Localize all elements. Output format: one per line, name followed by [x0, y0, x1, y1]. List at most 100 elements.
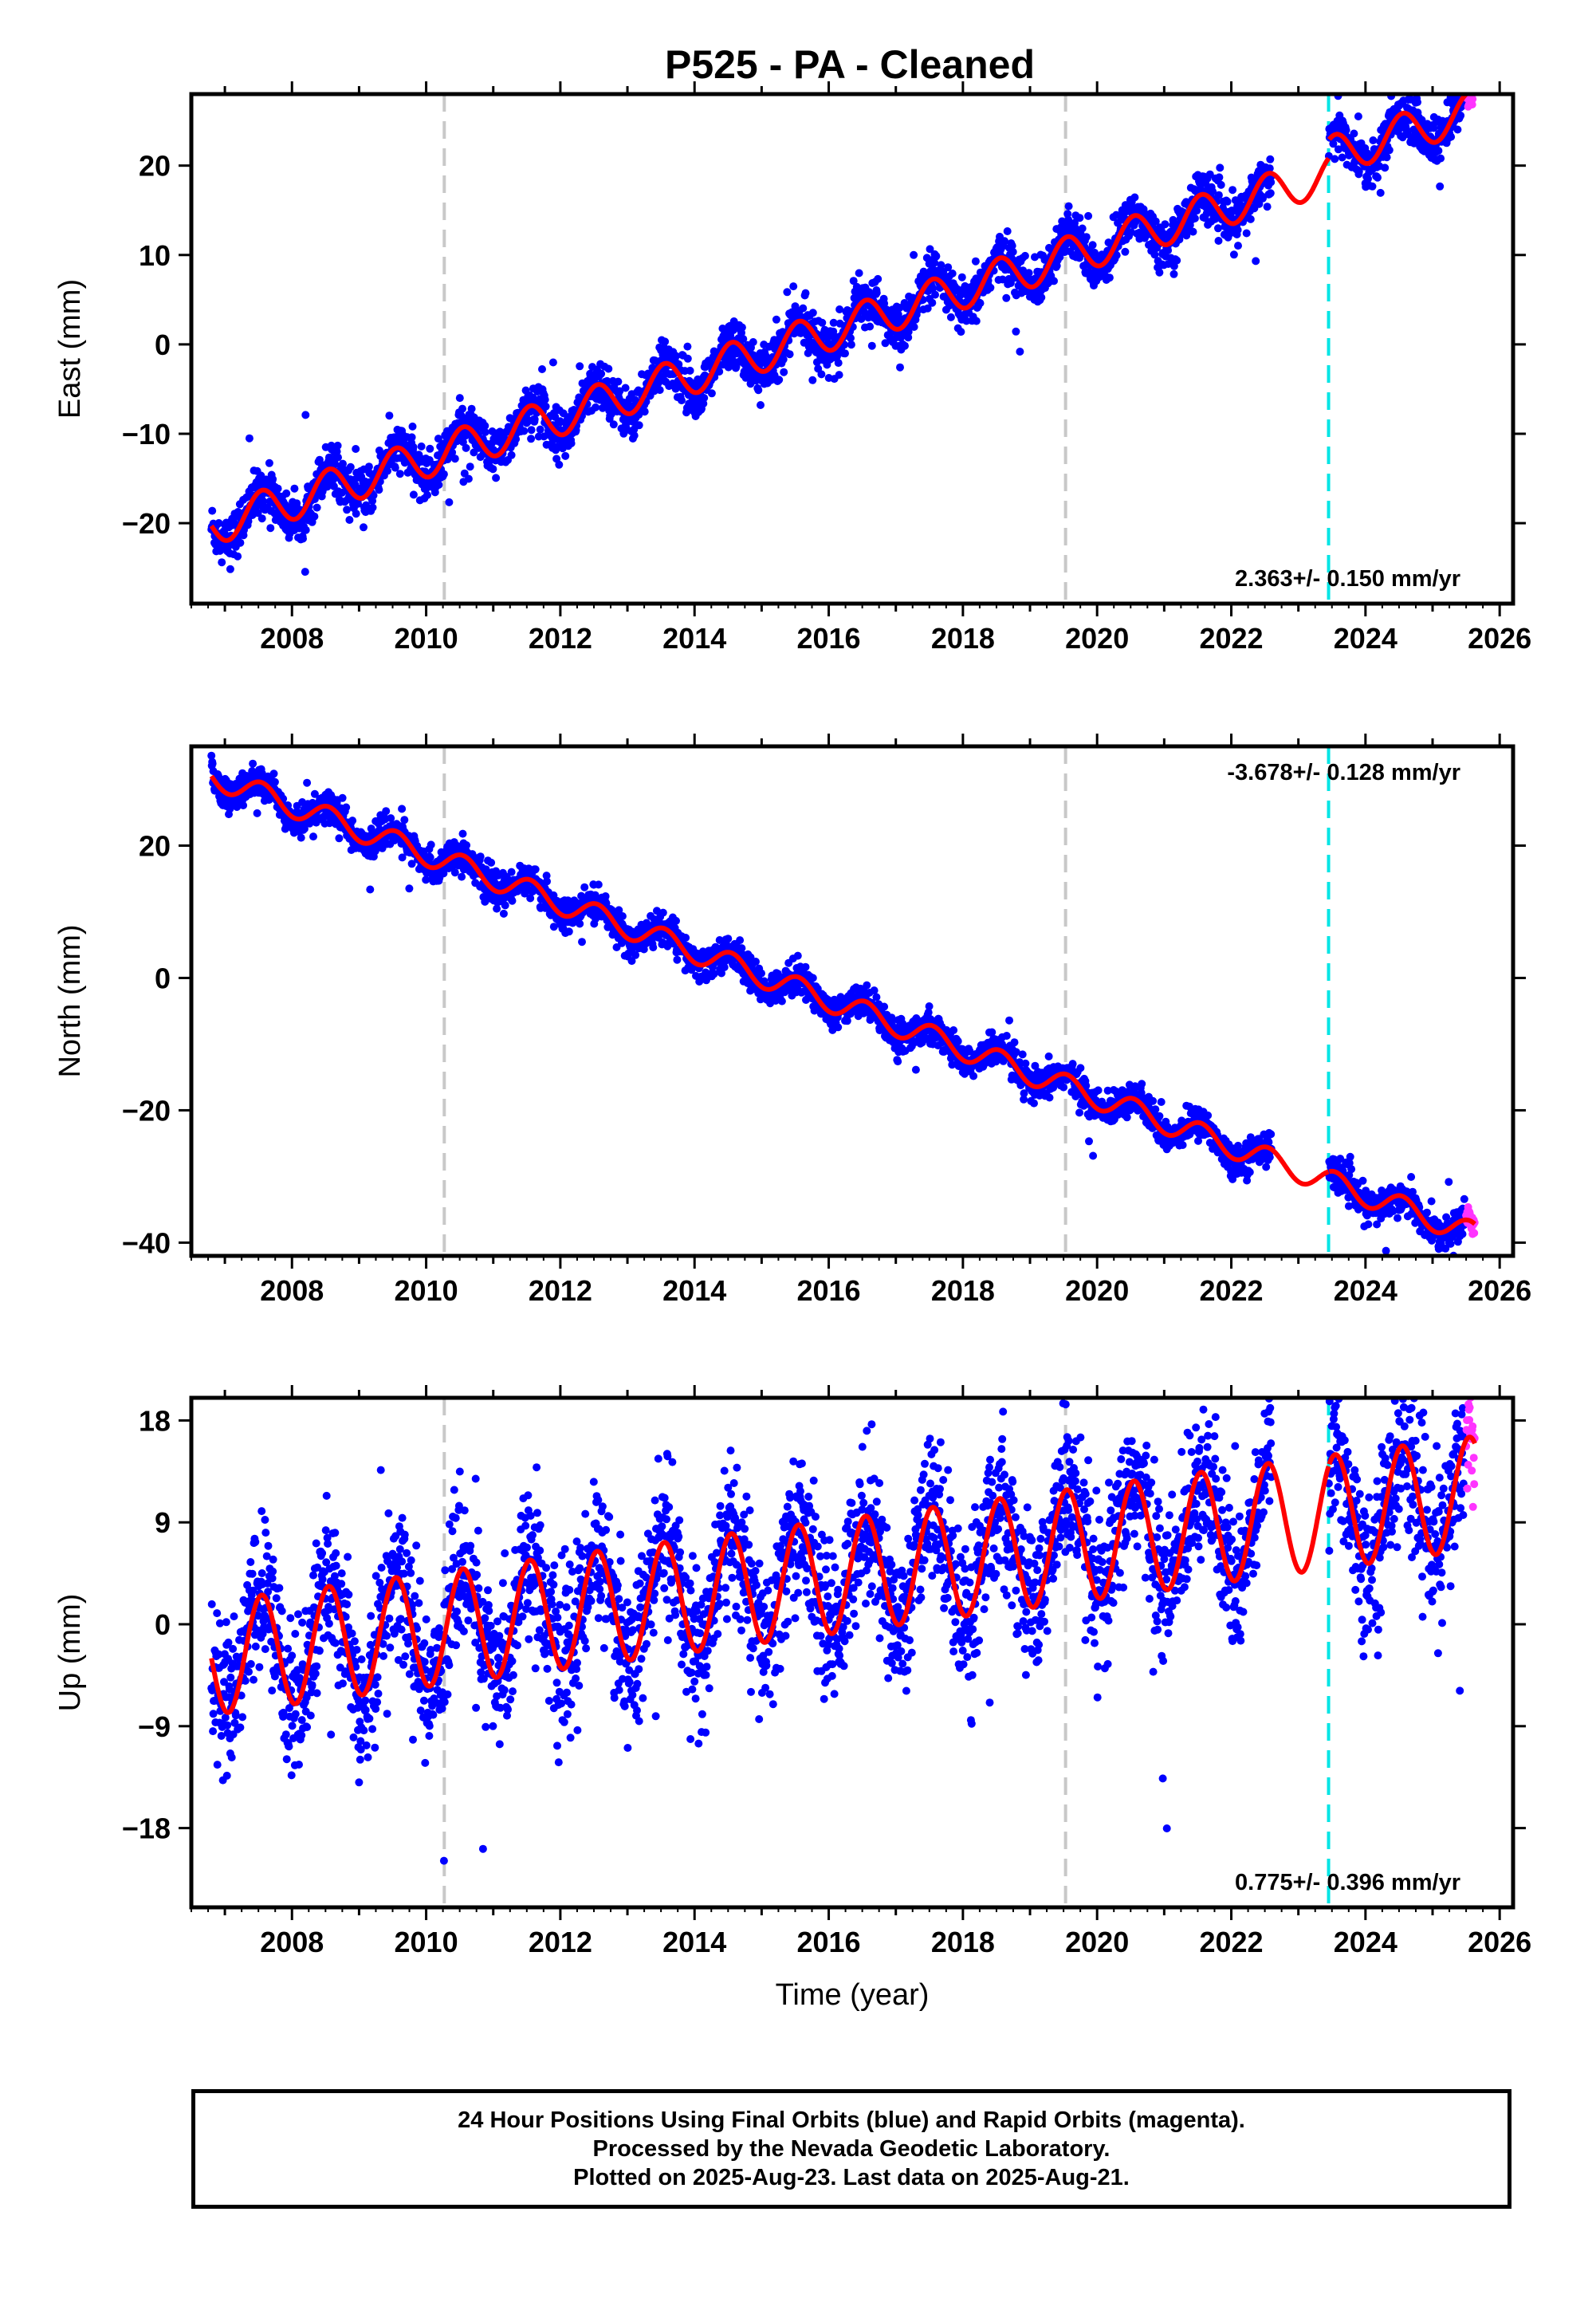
- data-point: [1020, 251, 1029, 260]
- data-point: [246, 731, 254, 739]
- data-point: [1173, 256, 1181, 265]
- y-tick-label: 20: [139, 150, 171, 183]
- data-point: [234, 552, 242, 561]
- data-point: [434, 481, 443, 489]
- data-point: [835, 305, 844, 313]
- y-tick-label: −10: [122, 418, 171, 451]
- data-point: [1214, 237, 1223, 245]
- data-point: [849, 277, 858, 285]
- data-point: [615, 387, 624, 396]
- data-point: [536, 425, 544, 434]
- data-point: [531, 865, 540, 874]
- data-point: [700, 394, 709, 402]
- data-point: [895, 304, 904, 312]
- data-point: [866, 322, 875, 331]
- data-point: [481, 428, 489, 436]
- data-point: [724, 935, 733, 943]
- data-point: [834, 359, 843, 368]
- data-point: [986, 283, 995, 292]
- data-point: [492, 474, 501, 482]
- axes-frame: [189, 92, 1515, 606]
- data-point: [867, 341, 876, 350]
- data-point: [382, 807, 391, 816]
- data-point: [808, 376, 817, 384]
- data-point: [683, 354, 692, 363]
- data-point: [548, 358, 557, 367]
- data-point: [1369, 136, 1378, 144]
- data-point: [1242, 229, 1251, 238]
- data-point-rapid: [1462, 72, 1470, 80]
- data-point: [467, 404, 476, 413]
- data-point: [310, 512, 319, 521]
- data-point: [391, 463, 399, 472]
- plot-area: [207, 72, 1477, 604]
- data-point: [929, 284, 938, 293]
- data-point: [226, 565, 234, 573]
- data-point: [1228, 186, 1237, 195]
- data-point: [273, 484, 282, 493]
- data-point: [245, 434, 254, 443]
- data-point: [1229, 250, 1238, 259]
- data-point: [1008, 247, 1017, 256]
- data-point: [635, 411, 643, 419]
- data-points-final: [207, 77, 1468, 577]
- data-point: [655, 386, 664, 395]
- panel-north: 2008 2010 2012 2014 2016 2018 2020 2022 2024 2026…: [53, 731, 1531, 1307]
- data-point: [1216, 163, 1225, 172]
- data-point: [1447, 132, 1456, 141]
- data-point: [835, 371, 843, 380]
- data-point: [1266, 155, 1275, 163]
- data-point: [1413, 98, 1421, 107]
- data-point: [1190, 214, 1199, 222]
- data-point: [512, 435, 521, 443]
- data-point: [904, 328, 913, 336]
- data-point: [299, 534, 307, 543]
- data-point: [333, 441, 342, 450]
- data-point: [1459, 77, 1467, 85]
- data-point: [604, 364, 613, 373]
- data-point: [342, 803, 351, 812]
- data-point: [1453, 125, 1462, 134]
- data-point: [799, 304, 808, 313]
- data-point: [1456, 111, 1465, 120]
- data-point: [290, 484, 299, 493]
- data-point: [362, 501, 371, 510]
- data-point: [818, 318, 827, 327]
- data-point: [1437, 154, 1445, 163]
- data-point: [621, 384, 630, 392]
- data-point: [855, 269, 863, 277]
- data-point: [445, 498, 454, 506]
- data-point: [1246, 214, 1255, 223]
- data-point: [301, 411, 310, 419]
- data-point: [609, 420, 618, 429]
- data-point: [661, 337, 670, 346]
- data-point: [417, 442, 426, 451]
- data-point: [1263, 203, 1272, 211]
- data-point: [561, 451, 570, 460]
- data-point-rapid: [1464, 85, 1472, 93]
- x-tick-label: 2020: [1065, 622, 1129, 655]
- y-tick-label: 10: [139, 239, 171, 272]
- data-point: [779, 355, 788, 364]
- data-point: [1121, 247, 1130, 256]
- data-point: [754, 386, 763, 395]
- data-point: [501, 901, 509, 910]
- data-point: [458, 872, 466, 881]
- data-point: [395, 470, 404, 478]
- data-point: [458, 438, 467, 447]
- data-point: [896, 363, 904, 372]
- data-point: [462, 443, 470, 452]
- data-point: [592, 403, 600, 411]
- data-point: [1350, 129, 1358, 138]
- data-point: [1105, 274, 1114, 282]
- x-tick-label: 2012: [529, 622, 592, 655]
- data-point: [567, 439, 576, 447]
- data-point: [462, 841, 471, 849]
- data-point: [339, 459, 347, 468]
- data-point: [736, 936, 745, 945]
- data-point: [1266, 189, 1275, 198]
- data-point: [1399, 81, 1407, 89]
- data-point: [1002, 293, 1011, 302]
- data-point: [254, 509, 262, 518]
- data-point: [594, 880, 603, 889]
